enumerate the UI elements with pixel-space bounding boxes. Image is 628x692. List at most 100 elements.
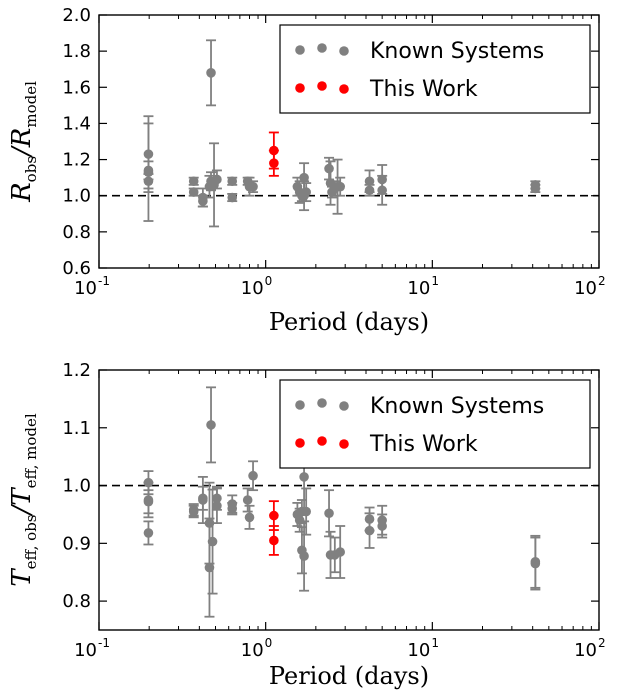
- y-tick-label: 1.2: [62, 360, 91, 381]
- data-point: [143, 165, 154, 176]
- legend-marker: [339, 46, 349, 56]
- x-tick-exponent: 2: [598, 636, 606, 650]
- data-point: [299, 472, 309, 482]
- legend-label: This Work: [369, 432, 478, 457]
- y-axis-label: Teff, obs/Teff, model: [7, 413, 40, 587]
- data-point: [269, 158, 279, 168]
- series-this-work: [268, 500, 279, 556]
- data-point: [299, 172, 309, 183]
- data-point: [530, 183, 541, 194]
- x-tick-label: 10: [241, 278, 264, 299]
- data-point: [530, 558, 541, 569]
- y-tick-label: 1.6: [62, 77, 91, 98]
- legend: Known Systems This Work: [279, 24, 591, 114]
- data-point: [364, 185, 375, 196]
- legend-marker: [295, 438, 305, 448]
- data-point: [364, 525, 375, 536]
- legend-marker: [317, 81, 327, 91]
- y-tick-label: 0.6: [62, 258, 91, 279]
- x-tick-exponent: 1: [431, 274, 439, 288]
- data-point: [188, 176, 199, 187]
- data-point: [198, 196, 208, 206]
- x-tick-exponent: 0: [265, 636, 273, 650]
- legend-marker: [339, 401, 349, 411]
- data-point: [212, 174, 222, 185]
- data-point: [206, 420, 216, 430]
- legend: Known Systems This Work: [279, 379, 591, 469]
- legend-marker: [317, 43, 327, 53]
- y-tick-label: 0.9: [62, 533, 91, 554]
- chart-panel-1: 0.60.81.01.21.41.61.82.010 -1 10 0 10 1 10 2Per…: [7, 5, 606, 336]
- y-tick-label: 1.4: [62, 113, 91, 134]
- series-known-systems: [143, 39, 541, 228]
- data-point: [301, 187, 311, 197]
- data-point: [143, 176, 154, 187]
- plot-frame: [98, 14, 600, 269]
- x-tick-exponent: -1: [98, 636, 110, 650]
- data-point: [335, 181, 345, 192]
- legend-label: Known Systems: [370, 394, 544, 419]
- series-known-systems: [143, 386, 541, 618]
- data-point: [301, 506, 311, 517]
- x-tick-exponent: 1: [431, 636, 439, 650]
- data-point: [188, 506, 199, 517]
- x-tick-label: 10: [74, 278, 97, 299]
- data-point: [324, 163, 334, 174]
- legend-label: Known Systems: [370, 39, 544, 64]
- y-tick-label: 1.8: [62, 41, 91, 62]
- legend-marker: [317, 398, 327, 408]
- data-point: [299, 551, 309, 561]
- y-tick-label: 1.0: [62, 476, 91, 497]
- data-point: [364, 176, 375, 187]
- x-tick-label: 10: [574, 640, 597, 661]
- x-tick-exponent: -1: [98, 274, 110, 288]
- y-tick-label: 0.8: [62, 591, 91, 612]
- x-tick-label: 10: [574, 278, 597, 299]
- data-point: [377, 185, 387, 196]
- data-point: [244, 512, 255, 523]
- x-axis-label: Period (days): [269, 662, 429, 690]
- data-point: [248, 181, 258, 192]
- y-tick-label: 1.0: [62, 186, 91, 207]
- legend-box: [279, 24, 591, 114]
- data-point: [269, 535, 279, 546]
- data-point: [212, 493, 222, 504]
- x-tick-exponent: 2: [598, 274, 606, 288]
- legend-marker: [317, 436, 327, 446]
- legend-marker: [339, 439, 349, 449]
- data-point: [143, 528, 154, 538]
- data-point: [143, 496, 154, 507]
- x-tick-label: 10: [241, 640, 264, 661]
- data-point: [324, 508, 334, 519]
- legend-label: This Work: [369, 77, 478, 102]
- y-tick-label: 1.1: [62, 418, 91, 439]
- x-tick-label: 10: [74, 640, 97, 661]
- x-tick-label: 10: [407, 640, 430, 661]
- legend-marker: [295, 45, 305, 55]
- plot-frame: [98, 369, 600, 631]
- data-point: [377, 521, 387, 531]
- data-point: [198, 493, 208, 504]
- x-axis-label: Period (days): [269, 308, 429, 336]
- legend-marker: [295, 400, 305, 410]
- data-point: [207, 536, 218, 547]
- legend-box: [279, 379, 591, 469]
- data-point: [188, 187, 199, 197]
- legend-marker: [339, 84, 349, 94]
- y-tick-label: 2.0: [62, 5, 91, 26]
- data-point: [206, 68, 216, 78]
- legend-marker: [295, 83, 305, 93]
- series-this-work: [268, 131, 279, 177]
- data-point: [227, 176, 238, 187]
- y-axis-label: Robs/Rmodel: [7, 81, 40, 203]
- data-point: [269, 510, 279, 521]
- y-tick-label: 0.8: [62, 222, 91, 243]
- x-tick-label: 10: [407, 278, 430, 299]
- data-point: [227, 503, 238, 514]
- data-point: [227, 192, 238, 203]
- data-point: [242, 495, 253, 505]
- data-point: [248, 470, 258, 481]
- data-point: [335, 547, 345, 557]
